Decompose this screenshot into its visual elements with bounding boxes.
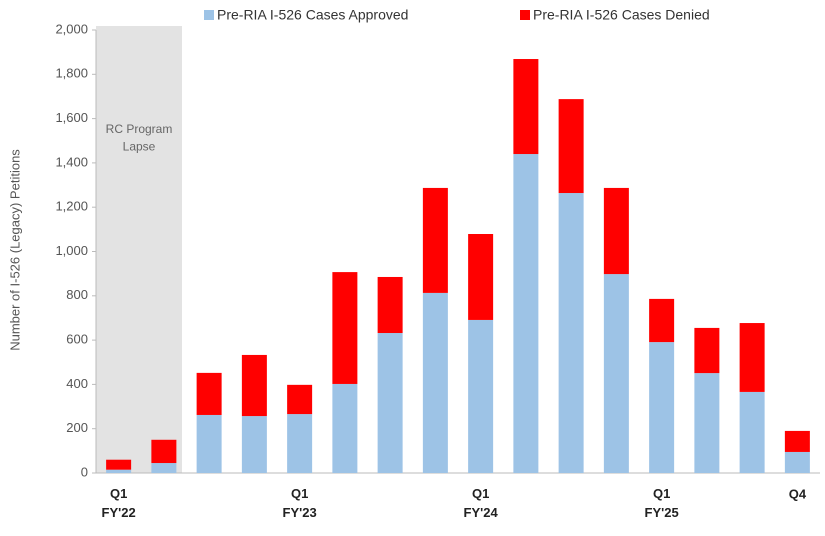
bar-segment <box>694 373 720 473</box>
legend-label: Pre-RIA I-526 Cases Denied <box>533 7 710 23</box>
y-tick-label: 200 <box>66 420 88 435</box>
bar-segment <box>241 416 267 473</box>
bar-segment <box>468 319 494 473</box>
bar-segment <box>603 274 629 473</box>
bar-segment <box>241 354 267 417</box>
bar-segment <box>422 187 448 293</box>
lapse-shading <box>96 26 182 473</box>
bar-segment <box>603 187 629 275</box>
annotation: RC Program Lapse <box>106 122 173 153</box>
x-tick-label: Q1 FY'25 <box>645 486 679 520</box>
bar-segment <box>377 333 403 473</box>
y-axis-label: Number of I-526 (Legacy) Petitions <box>7 149 22 351</box>
x-tick-label: Q1 FY'24 <box>464 486 499 520</box>
bar-segment <box>513 154 539 474</box>
y-tick-label: 1,200 <box>55 199 88 214</box>
bar-segment <box>332 383 358 473</box>
bar-segment <box>287 384 313 415</box>
bar-segment <box>739 391 765 473</box>
x-tick-label: Q4 <box>789 486 807 501</box>
y-tick-label: 1,000 <box>55 243 88 258</box>
x-tick-label: Q1 FY'23 <box>283 486 317 520</box>
y-tick-label: 400 <box>66 376 88 391</box>
bar-segment <box>558 99 584 194</box>
bar-segment <box>558 193 584 474</box>
legend-swatch <box>520 10 530 20</box>
y-tick-label: 1,400 <box>55 154 88 169</box>
y-tick-label: 0 <box>81 464 88 479</box>
y-tick-label: 2,000 <box>55 21 88 36</box>
bar-segment <box>151 439 177 464</box>
bar-segment <box>468 234 494 320</box>
bar-segment <box>649 342 675 473</box>
bar-segment <box>196 414 222 473</box>
bar-segment <box>151 463 177 473</box>
y-tick-label: 1,800 <box>55 66 88 81</box>
x-tick-label: Q1 FY'22 <box>102 486 136 520</box>
bar-segment <box>287 414 313 473</box>
bar-segment <box>106 469 132 473</box>
y-tick-label: 1,600 <box>55 110 88 125</box>
bar-segment <box>196 372 222 415</box>
y-tick-label: 800 <box>66 287 88 302</box>
bar-segment <box>422 292 448 473</box>
bar-segment <box>694 327 720 374</box>
legend-swatch <box>204 10 214 20</box>
bar-segment <box>649 298 675 343</box>
y-tick-label: 600 <box>66 332 88 347</box>
bar-segment <box>106 459 132 470</box>
bar-segment <box>513 59 539 155</box>
bar-segment <box>739 323 765 392</box>
bar-segment <box>332 272 358 384</box>
bar-segment <box>377 276 403 334</box>
legend-label: Pre-RIA I-526 Cases Approved <box>217 7 408 23</box>
bar-segment <box>784 451 810 473</box>
bar-segment <box>784 430 810 452</box>
